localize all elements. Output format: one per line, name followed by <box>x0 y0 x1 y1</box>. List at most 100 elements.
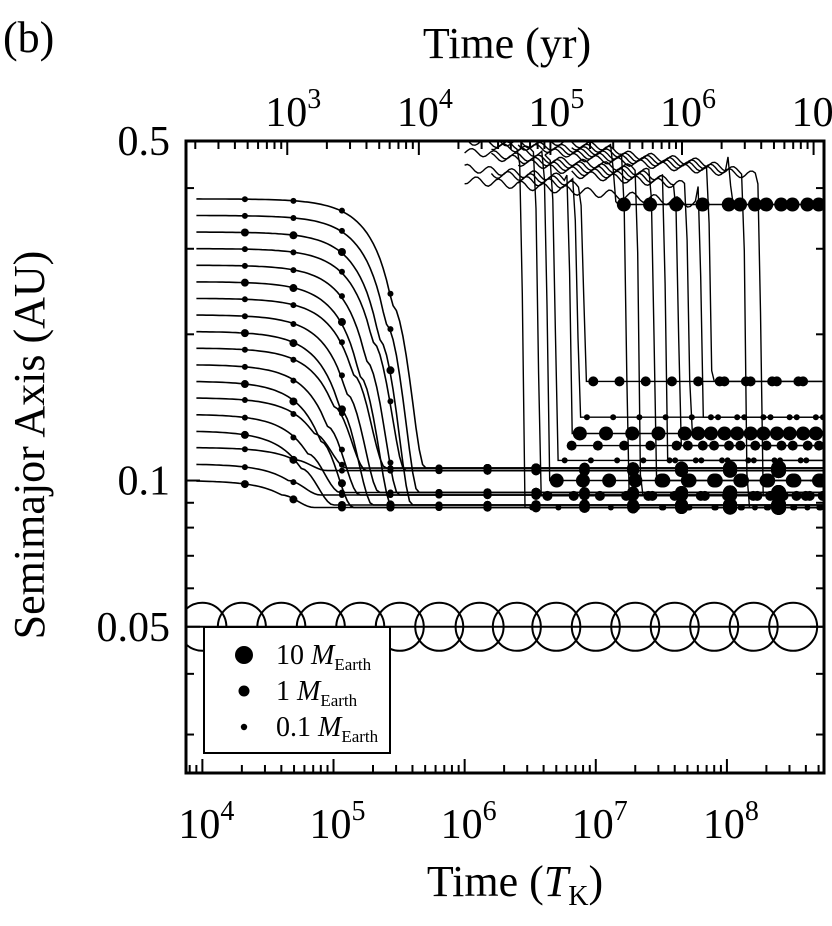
inner-marker <box>627 462 639 474</box>
inner-marker <box>338 207 345 214</box>
outer-marker <box>625 426 640 441</box>
outer-track <box>517 143 823 206</box>
outer-marker <box>529 504 536 511</box>
outer-marker <box>698 457 705 464</box>
inner-marker <box>290 320 297 327</box>
outer-marker <box>707 414 714 421</box>
inner-marker <box>531 487 541 498</box>
outer-marker <box>787 473 802 488</box>
outer-track <box>467 141 824 509</box>
tick-label-exponent: 4 <box>220 796 234 827</box>
outer-marker <box>811 197 824 212</box>
outer-marker <box>709 440 720 451</box>
outer-marker <box>583 414 590 421</box>
x-axis-label-symbol: T <box>544 857 572 906</box>
outer-marker <box>672 457 679 464</box>
outer-marker <box>767 376 778 387</box>
inner-marker <box>675 461 689 475</box>
inner-marker <box>290 377 297 384</box>
inner-marker <box>289 495 298 504</box>
giant-planet-marker <box>610 601 661 652</box>
legend-symbol: M <box>317 712 343 743</box>
inner-marker <box>241 414 248 421</box>
inner-marker <box>338 227 345 234</box>
inner-marker <box>241 296 248 303</box>
inner-marker <box>483 500 492 510</box>
inner-marker <box>240 430 249 439</box>
top-tick-label: 107 <box>792 84 832 136</box>
outer-marker <box>572 426 587 441</box>
tick-label-base: 10 <box>310 802 352 848</box>
outer-marker <box>796 426 811 441</box>
outer-marker <box>813 440 824 451</box>
outer-marker <box>761 440 772 451</box>
inner-marker <box>241 262 248 269</box>
outer-marker <box>717 426 732 441</box>
inner-marker <box>387 489 394 496</box>
outer-marker <box>555 504 562 511</box>
outer-marker <box>549 473 564 488</box>
legend-entry-label: 1 MEarth <box>276 676 358 710</box>
outer-marker <box>733 197 748 212</box>
tick-label-base: 10 <box>265 90 307 136</box>
inner-marker <box>387 459 394 466</box>
tick-label-exponent: 5 <box>352 796 366 827</box>
inner-marker <box>241 464 248 471</box>
tick-label-base: 10 <box>703 802 745 848</box>
inner-marker <box>240 329 249 338</box>
outer-track <box>571 152 824 497</box>
outer-track <box>571 170 824 435</box>
inner-marker <box>483 488 492 497</box>
inner-marker <box>290 249 297 256</box>
tick-label-exponent: 5 <box>570 84 584 115</box>
outer-marker <box>658 504 665 511</box>
inner-marker <box>387 290 394 297</box>
outer-marker <box>632 504 639 511</box>
outer-marker <box>561 457 568 464</box>
outer-marker <box>575 473 590 488</box>
y-tick-label: 0.1 <box>118 459 171 505</box>
outer-marker <box>602 473 617 488</box>
inner-marker <box>289 231 298 240</box>
tick-label-exponent: 6 <box>483 796 497 827</box>
outer-marker <box>682 473 697 488</box>
outer-marker <box>759 197 774 212</box>
outer-track <box>491 143 822 497</box>
inner-marker <box>289 397 298 406</box>
top-tick-label: 104 <box>397 84 453 136</box>
outer-marker <box>685 504 692 511</box>
outer-marker <box>599 426 614 441</box>
plot-area <box>184 139 826 775</box>
outer-marker <box>588 376 599 387</box>
bottom-tick-label: 105 <box>310 796 366 848</box>
x-axis-label-main: Time ( <box>427 857 544 906</box>
inner-marker <box>241 246 248 253</box>
inner-marker <box>579 462 590 474</box>
inner-marker <box>338 461 345 468</box>
bottom-tick-label: 106 <box>441 796 497 848</box>
plot-frame <box>184 139 826 775</box>
giant-planet-marker <box>728 601 779 652</box>
inner-marker <box>531 463 541 473</box>
outer-marker <box>791 490 802 501</box>
outer-marker <box>643 490 654 501</box>
bottom-tick-label: 108 <box>703 796 759 848</box>
outer-marker <box>711 504 718 511</box>
inner-marker <box>338 446 345 453</box>
outer-marker <box>734 473 749 488</box>
giant-planet-marker <box>689 601 740 652</box>
legend-subscript: Earth <box>334 655 371 674</box>
inner-marker <box>337 500 346 509</box>
inner-marker <box>241 346 248 353</box>
tick-label-base: 10 <box>178 802 220 848</box>
legend-symbol: M <box>310 640 336 671</box>
inner-track <box>196 231 823 506</box>
legend-entry-label: 10 MEarth <box>276 640 372 674</box>
tick-label-base: 10 <box>572 802 614 848</box>
outer-marker <box>804 504 811 511</box>
y-axis-label: Semimajor Axis (AU) <box>5 251 54 640</box>
outer-marker <box>656 473 671 488</box>
legend-value: 10 <box>276 640 311 671</box>
